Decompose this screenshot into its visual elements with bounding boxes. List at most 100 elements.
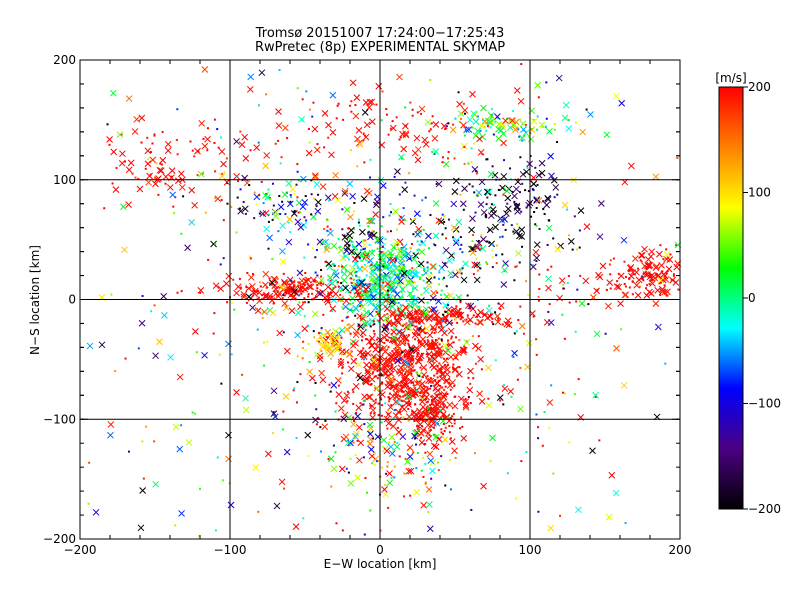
colorbar-tick-label: −200 [748,502,781,516]
data-point-dot [330,339,333,342]
data-point-dot [412,384,415,387]
data-point-cross [152,180,159,188]
data-point-dot [416,428,419,431]
data-point-dot [432,243,435,246]
data-point-dot [291,293,294,296]
data-point-cross [432,232,440,240]
data-point-cross [347,439,354,447]
data-point-dot [440,293,443,296]
data-point-cross [326,278,334,286]
data-point-dot [529,154,532,157]
data-point-dot [418,334,421,337]
data-point-cross [558,277,566,284]
data-point-dot [407,353,410,356]
data-point-cross [355,240,363,248]
data-point-dot [373,412,376,415]
data-point-cross [144,160,152,168]
data-point-dot [430,271,433,274]
data-point-dot [440,339,443,342]
data-point-dot [624,275,627,278]
data-point-cross [161,311,168,319]
data-point-dot [402,495,405,498]
data-point-dot [349,149,352,152]
data-point-dot [532,315,535,318]
data-point-cross [515,250,522,257]
data-point-dot [553,128,556,131]
data-point-dot [460,272,463,275]
data-point-dot [644,287,647,290]
data-point-cross [125,201,132,208]
data-point-dot [449,416,452,419]
data-point-cross [356,456,363,464]
colorbar-tick-label: 0 [748,291,756,305]
data-point-dot [281,200,284,203]
data-point-dot [420,359,423,362]
data-point-dot [568,301,571,304]
data-point-dot [485,261,488,264]
data-point-dot [361,339,364,342]
data-point-dot [444,426,447,429]
data-point-dot [386,339,389,342]
data-point-dot [387,506,390,509]
data-point-cross [418,105,426,113]
data-point-dot [537,96,540,99]
data-point-dot [416,452,419,455]
data-point-dot [401,368,404,371]
data-point-dot [440,417,443,420]
data-point-cross [413,429,421,436]
data-point-dot [565,208,568,211]
data-point-dot [346,390,349,393]
data-point-cross [653,263,660,270]
data-point-dot [263,364,266,367]
data-point-cross [301,199,309,206]
data-point-dot [471,335,474,338]
data-point-dot [518,135,521,138]
data-point-dot [369,294,372,297]
data-point-cross [310,276,317,284]
data-point-dot [307,295,310,298]
data-point-cross [485,307,493,315]
data-point-dot [206,149,209,152]
data-point-cross [314,207,322,215]
data-point-dot [515,330,518,333]
data-point-dot [373,332,376,335]
data-point-dot [566,282,569,285]
data-point-cross [270,387,278,395]
data-point-cross [385,419,393,427]
data-point-cross [176,445,184,453]
data-point-cross [242,406,250,414]
data-point-dot [438,352,441,355]
data-point-dot [663,284,666,287]
data-point-dot [546,244,549,247]
data-point-dot [413,217,416,220]
data-point-cross [262,209,270,217]
data-point-cross [381,274,389,282]
data-point-dot [324,246,327,249]
data-point-dot [361,285,364,288]
data-point-cross [212,282,220,290]
data-point-cross [657,276,664,284]
data-point-dot [407,344,410,347]
data-point-cross [334,196,342,204]
data-point-dot [533,211,536,214]
data-point-cross [471,166,479,173]
data-point-cross [432,443,440,451]
data-point-dot [496,244,499,247]
data-point-dot [550,265,553,268]
data-point-dot [278,286,281,289]
data-point-dot [262,310,265,313]
data-point-dot [270,283,273,286]
data-point-dot [349,457,352,460]
data-point-dot [265,93,268,96]
data-point-dot [273,290,276,293]
data-point-cross [366,338,373,346]
data-point-dot [349,332,352,335]
data-point-cross [299,284,306,292]
data-point-dot [512,355,515,358]
data-point-cross [363,309,370,317]
data-point-dot [216,456,219,459]
data-point-cross [403,381,411,389]
data-point-cross [152,352,159,360]
data-point-dot [491,256,494,259]
data-point-cross [463,126,470,134]
